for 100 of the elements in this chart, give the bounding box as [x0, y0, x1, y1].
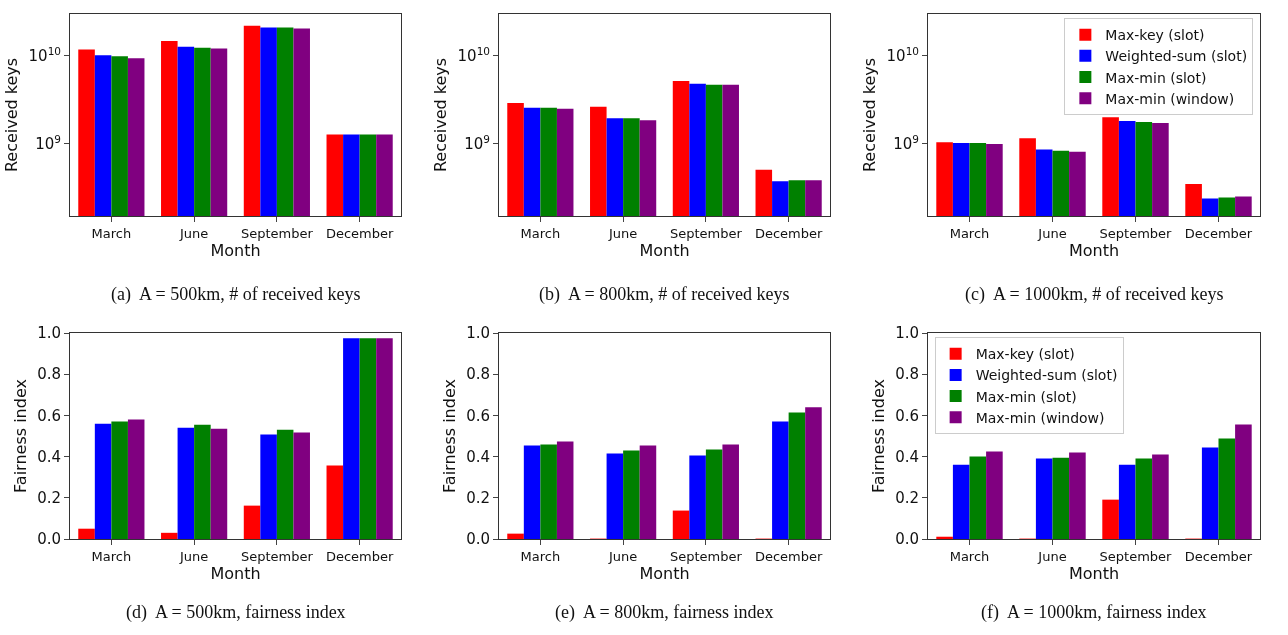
bar	[556, 441, 574, 539]
x-tick-label: June	[1037, 225, 1067, 241]
x-axis-title: Month	[639, 563, 690, 583]
x-tick-label: March	[949, 548, 990, 564]
x-tick-label: June	[178, 225, 209, 241]
y-tick-label: 0.6	[466, 406, 490, 425]
legend-label: Max-min (slot)	[1105, 69, 1207, 86]
y-tick-label: 0.8	[895, 365, 919, 384]
y-tick-label: 1.0	[37, 324, 61, 343]
x-tick-label: September	[240, 548, 314, 564]
y-tick-label: 0.6	[37, 406, 61, 425]
y-axis-title: Received keys	[860, 57, 880, 173]
bar	[986, 451, 1003, 539]
bar	[672, 510, 690, 539]
x-tick-label: June	[607, 225, 638, 241]
bar	[507, 533, 524, 539]
text: (c) A = 1000km, # of received keys	[965, 284, 1224, 305]
x-tick-label: December	[325, 225, 394, 241]
y-tick-label: 0.4	[466, 447, 490, 466]
x-tick-label: March	[91, 225, 132, 241]
legend-label: Max-key (slot)	[1105, 27, 1205, 44]
y-tick-label: 10$^{9}$	[464, 132, 490, 153]
legend-label: Max-min (slot)	[975, 388, 1077, 405]
y-axis-title: Fairness index	[440, 379, 460, 493]
x-tick-label: March	[520, 548, 561, 564]
bar	[788, 412, 806, 539]
x-tick-label: June	[607, 548, 638, 564]
bar	[127, 419, 145, 539]
y-tick-label: 0.2	[895, 489, 919, 508]
bar	[243, 505, 261, 539]
x-tick-label: March	[520, 225, 561, 241]
y-tick-label: 0.6	[895, 406, 919, 425]
bar	[177, 427, 195, 539]
x-tick-label: June	[1037, 548, 1067, 564]
x-tick-label: December	[754, 548, 823, 564]
text: (b) A = 800km, # of received keys	[539, 284, 790, 305]
legend-label: Weighted-sum (slot)	[1105, 48, 1248, 65]
y-tick-label: 10$^{9}$	[35, 132, 61, 153]
bar	[376, 338, 393, 539]
text: (f) A = 1000km, fairness index	[981, 602, 1207, 623]
y-axis-title: Received keys	[2, 57, 22, 173]
x-tick-label: June	[178, 548, 209, 564]
bar	[623, 450, 640, 539]
y-tick-label: 0.2	[37, 489, 61, 508]
x-tick-label: December	[325, 548, 394, 564]
legend-label: Weighted-sum (slot)	[975, 367, 1118, 384]
bar	[689, 455, 706, 539]
y-axis-title: Received keys	[431, 57, 451, 173]
bar	[343, 338, 360, 539]
bar	[772, 421, 789, 539]
bar	[705, 449, 723, 539]
x-tick-label: September	[669, 225, 743, 241]
bar	[94, 423, 112, 539]
bar	[969, 456, 987, 539]
bar	[194, 424, 211, 539]
bar	[606, 453, 624, 539]
bar	[210, 428, 228, 539]
y-tick-label: 0.8	[466, 365, 490, 384]
y-tick-label: 10$^{10}$	[457, 44, 490, 66]
bar	[1201, 447, 1219, 539]
x-axis-title: Month	[1068, 563, 1120, 583]
y-tick-label: 10$^{10}$	[28, 44, 61, 66]
y-tick-label: 10$^{10}$	[886, 44, 919, 66]
y-tick-label: 0.0	[466, 530, 490, 549]
x-axis-title: Month	[1068, 240, 1120, 260]
text: (e) A = 800km, fairness index	[555, 602, 774, 623]
x-tick-label: December	[754, 225, 823, 241]
bar	[1052, 457, 1070, 539]
y-tick-label: 1.0	[895, 324, 919, 343]
bar	[1102, 499, 1119, 539]
x-axis-title: Month	[210, 240, 261, 260]
y-tick-label: 10$^{9}$	[893, 132, 919, 153]
bar	[639, 445, 657, 539]
bar	[540, 444, 557, 539]
y-axis-title: Fairness index	[11, 379, 31, 493]
x-axis-title: Month	[210, 563, 261, 583]
bar	[293, 432, 310, 539]
y-tick-label: 0.0	[895, 530, 919, 549]
bar	[722, 444, 739, 539]
bar	[1218, 438, 1236, 539]
bar	[161, 532, 178, 539]
y-tick-label: 0.4	[37, 447, 61, 466]
bar	[1118, 464, 1136, 539]
bar	[359, 338, 377, 539]
bar	[523, 445, 541, 539]
bar	[111, 421, 128, 539]
legend-label: Max-min (window)	[975, 409, 1105, 426]
bar	[326, 465, 344, 539]
bar	[276, 429, 294, 539]
x-tick-label: September	[240, 225, 314, 241]
x-tick-label: September	[669, 548, 743, 564]
y-tick-label: 0.0	[37, 530, 61, 549]
x-tick-label: December	[1184, 548, 1253, 564]
x-axis-title: Month	[639, 240, 690, 260]
legend-label: Max-key (slot)	[975, 346, 1075, 363]
text: (a) A = 500km, # of received keys	[111, 284, 361, 305]
bar	[1069, 452, 1086, 539]
y-tick-label: 0.2	[466, 489, 490, 508]
x-tick-label: September	[1099, 225, 1173, 241]
x-tick-label: March	[949, 225, 990, 241]
